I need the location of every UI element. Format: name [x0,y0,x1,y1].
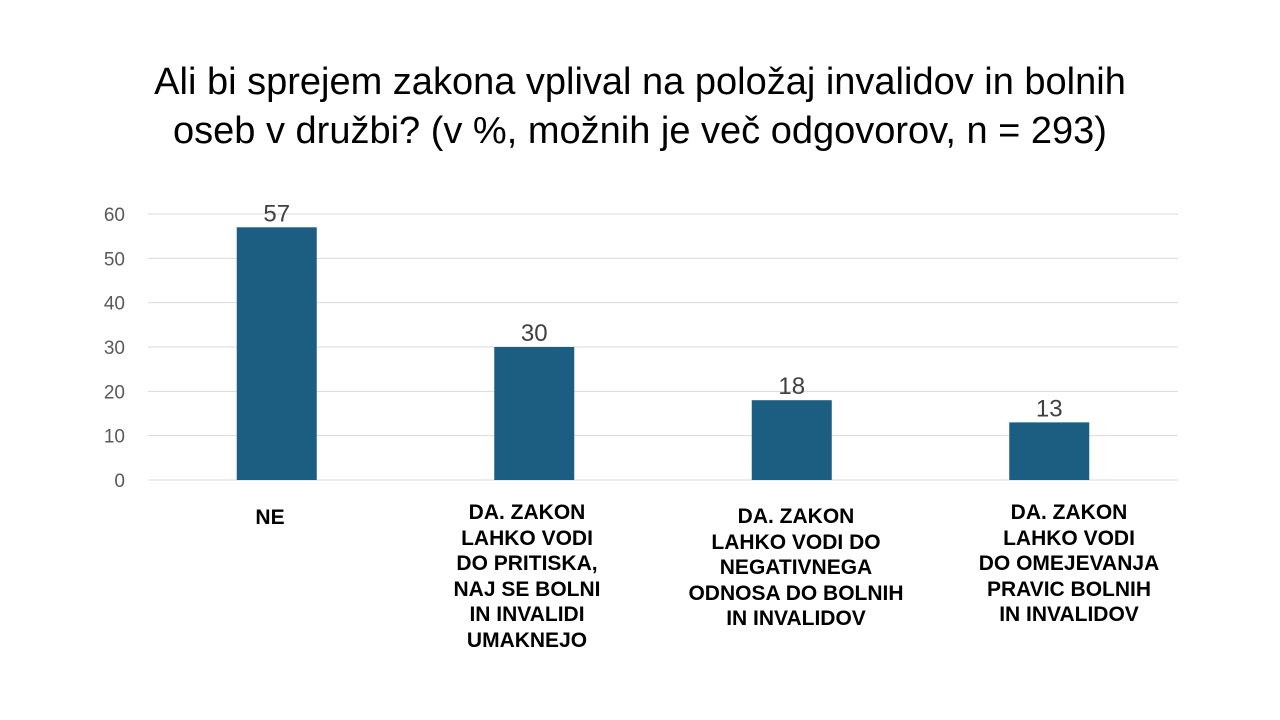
x-category-label: NE [255,506,285,529]
bar [236,227,317,480]
x-category-label: DA. ZAKON LAHKO VODI DO PRITISKA, NAJ SE… [453,501,601,652]
x-category-label: DA. ZAKON LAHKO VODI DO OMEJEVANJA PRAVI… [978,501,1160,626]
chart-title-line-2: oseb v družbi? (v %, možnih je več odgov… [173,110,1107,152]
y-tick-label: 50 [104,249,125,270]
chart-title-line-1: Ali bi sprejem zakona vplival na položaj… [154,61,1126,103]
y-tick-label: 20 [104,382,125,403]
data-label: 18 [778,373,805,400]
bar [751,400,832,480]
data-label: 30 [521,320,548,347]
y-tick-label: 0 [114,471,125,492]
bar [1009,422,1090,480]
y-tick-label: 30 [104,338,125,359]
data-label: 13 [1036,395,1063,422]
data-label: 57 [263,200,290,227]
y-tick-label: 40 [104,294,125,315]
y-tick-label: 60 [104,205,125,226]
chart-title: Ali bi sprejem zakona vplival na položaj… [40,58,1240,156]
x-category-label: DA. ZAKON LAHKO VODI DO NEGATIVNEGA ODNO… [688,505,904,630]
y-tick-label: 10 [104,427,125,448]
bar [494,347,575,480]
